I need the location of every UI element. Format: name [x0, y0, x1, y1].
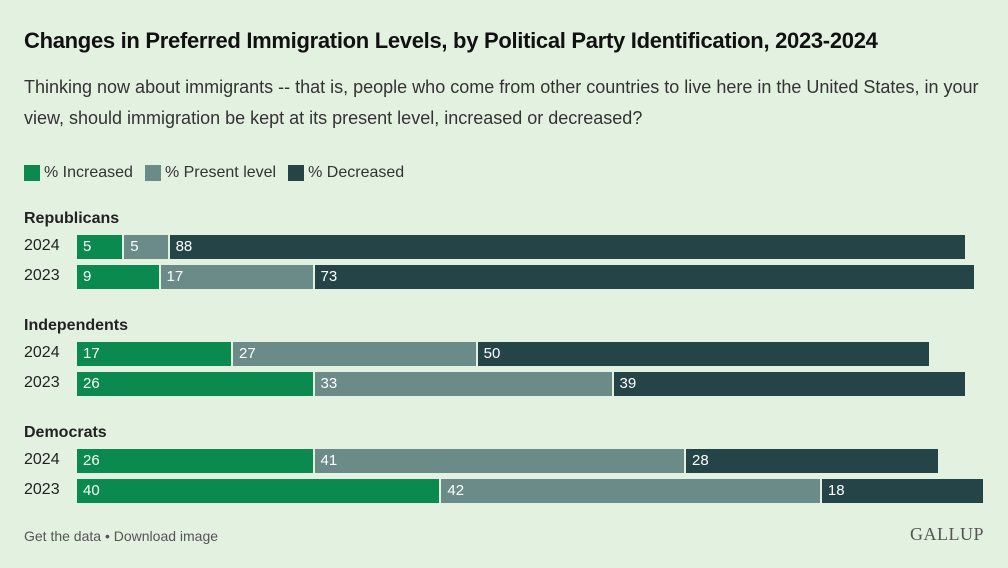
bar-segment-increased: 5: [77, 235, 123, 259]
bar-segment-decreased: 88: [167, 235, 965, 259]
legend-label-increased: % Increased: [44, 164, 133, 181]
legend-swatch-decreased: [288, 165, 305, 181]
row-label: 2023: [24, 374, 60, 391]
bar-segment-decreased: 28: [684, 449, 938, 473]
bar-segment-increased: 26: [77, 372, 313, 396]
chart-subtitle: Thinking now about immigrants -- that is…: [24, 77, 979, 128]
bar-segment-decreased: 18: [819, 479, 983, 503]
chart-title: Changes in Preferred Immigration Levels,…: [24, 28, 878, 53]
legend-swatch-increased: [24, 165, 40, 181]
footer-links: Get the data • Download image: [24, 528, 218, 544]
legend-swatch-present: [144, 165, 161, 181]
bar-segment-present: 27: [231, 342, 476, 366]
bar-segment-present: 33: [312, 372, 612, 396]
group-label: Republicans: [24, 210, 120, 227]
row-label: 2024: [24, 451, 60, 468]
bar-segment-present: 17: [158, 265, 313, 289]
legend-item-decreased: % Decreased: [288, 164, 404, 182]
bar-segment-increased: 17: [77, 342, 232, 366]
get-data-link[interactable]: Get the data: [24, 528, 102, 544]
group-label: Democrats: [24, 424, 107, 441]
group-label: Independents: [24, 317, 129, 334]
legend-label-decreased: % Decreased: [308, 164, 405, 181]
row-label: 2023: [24, 267, 60, 284]
legend-item-present: % Present level: [144, 164, 277, 182]
bar-segment-increased: 26: [77, 449, 313, 473]
row-label: 2023: [24, 481, 60, 498]
download-image-link[interactable]: Download image: [113, 528, 219, 544]
legend-item-increased: % Increased: [24, 164, 133, 182]
bar-segment-present: 5: [122, 235, 168, 259]
legend-label-present: % Present level: [164, 164, 277, 181]
bar-segment-increased: 9: [77, 265, 159, 289]
bar-segment-decreased: 39: [611, 372, 965, 396]
row-label: 2024: [24, 344, 60, 361]
bar-segment-decreased: 50: [475, 342, 929, 366]
bar-segment-present: 41: [312, 449, 684, 473]
gallup-logo: GALLUP: [910, 524, 984, 544]
legend: % Increased % Present level % Decreased: [24, 164, 404, 182]
bar-segment-decreased: 73: [312, 265, 974, 289]
footer-separator: •: [104, 528, 110, 544]
bar-segment-increased: 40: [77, 479, 440, 503]
bar-segment-present: 42: [439, 479, 820, 503]
row-label: 2024: [24, 237, 60, 254]
